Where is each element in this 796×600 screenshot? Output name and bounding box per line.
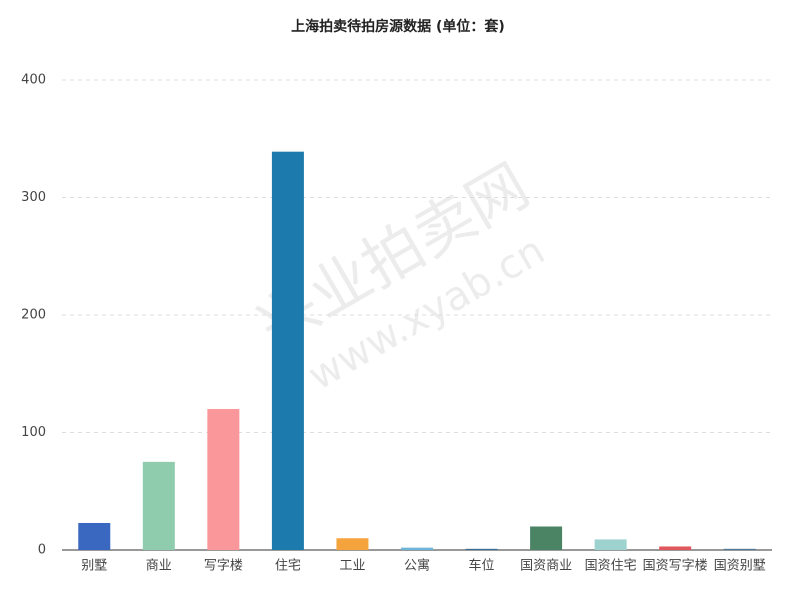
bar [465,548,498,550]
x-tick-label: 国资商业 [520,559,572,574]
x-tick-label: 住宅 [275,559,301,574]
y-tick-label: 400 [21,73,46,88]
bar [723,548,756,550]
x-tick-label: 商业 [146,559,172,574]
x-tick-label: 写字楼 [204,559,243,574]
bar [78,522,111,550]
bar [271,151,304,551]
bar [659,546,692,550]
bar [401,547,433,550]
chart-title: 上海拍卖待拍房源数据 (单位：套) [291,18,505,35]
bar [142,461,175,550]
x-tick-label: 车位 [469,558,495,574]
bar [530,526,563,550]
x-tick-label: 工业 [339,559,365,574]
y-tick-label: 0 [38,543,46,558]
x-tick-label: 国资写字楼 [643,559,708,574]
y-tick-label: 300 [21,190,46,205]
bar [336,538,369,550]
x-tick-label: 国资别墅 [714,559,766,574]
x-tick-label: 国资住宅 [585,559,637,574]
bar [207,409,240,550]
y-tick-label: 200 [21,308,46,323]
bar [594,539,627,550]
y-tick-label: 100 [21,425,46,440]
x-tick-label: 别墅 [81,559,107,574]
x-tick-label: 公寓 [404,558,430,574]
